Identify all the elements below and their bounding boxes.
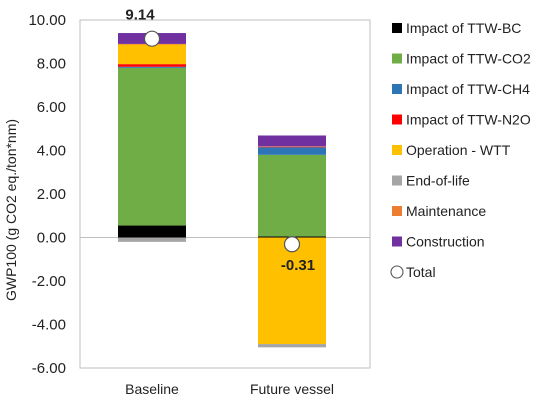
bar-segment <box>118 225 186 238</box>
legend-label: Impact of TTW-N2O <box>406 112 531 128</box>
x-category-label: Future vessel <box>250 381 334 397</box>
bar-segment <box>258 147 326 155</box>
legend-label: Construction <box>406 234 485 250</box>
legend-swatch <box>392 236 402 247</box>
y-tick-label: -2.00 <box>32 273 66 290</box>
y-axis-title: GWP100 (g CO2 eq./ton*nm) <box>3 119 19 301</box>
y-tick-label: 10.00 <box>28 12 66 29</box>
total-marker <box>283 236 301 253</box>
bar-segment <box>118 64 186 67</box>
legend-label: Operation - WTT <box>406 142 511 158</box>
legend-swatch <box>392 53 402 64</box>
legend-swatch <box>392 23 402 33</box>
total-data-label: -0.31 <box>281 257 315 274</box>
legend-label: Total <box>406 264 436 280</box>
bars <box>118 33 326 348</box>
legend-label: Maintenance <box>406 203 486 219</box>
legend-total-marker <box>390 265 404 279</box>
legend-swatch <box>392 145 402 155</box>
legend-label: End-of-life <box>406 173 470 189</box>
x-category-label: Baseline <box>125 381 179 397</box>
y-tick-label: -4.00 <box>32 317 66 334</box>
legend-swatch <box>392 206 402 216</box>
total-markers: 9.14 -0.31 <box>125 7 315 275</box>
bar-segment <box>258 146 326 148</box>
bar-segment <box>258 135 326 147</box>
bar-segment <box>118 67 186 226</box>
y-tick-label: 0.00 <box>37 230 66 247</box>
legend-swatch <box>392 84 402 94</box>
bar-segment <box>118 66 186 68</box>
axes: -6.00 -4.00 -2.00 0.00 2.00 4.00 6.00 8.00 10.00… <box>28 12 371 397</box>
bar-segment <box>258 146 326 147</box>
legend-swatch <box>392 114 402 125</box>
bar-segment <box>118 237 186 242</box>
y-tick-label: 8.00 <box>37 56 66 73</box>
bar-segment <box>118 44 186 65</box>
bar-segment <box>258 237 326 345</box>
total-marker <box>143 30 161 47</box>
legend-label: Impact of TTW-CO2 <box>406 51 531 67</box>
legend-label: Impact of TTW-BC <box>406 20 521 36</box>
legend-swatch <box>392 175 402 186</box>
plot-area-border <box>79 19 371 369</box>
y-tick-label: 4.00 <box>37 143 66 160</box>
y-tick-label: 2.00 <box>37 186 66 203</box>
bar-segment <box>258 154 326 237</box>
legend-label: Impact of TTW-CH4 <box>406 81 530 97</box>
bar-segment <box>258 344 326 348</box>
legend: Impact of TTW-BC Impact of TTW-CO2 Impact … <box>390 20 531 280</box>
y-tick-label: 6.00 <box>37 99 66 116</box>
total-data-label: 9.14 <box>125 7 155 24</box>
y-tick-label: -6.00 <box>32 360 66 377</box>
